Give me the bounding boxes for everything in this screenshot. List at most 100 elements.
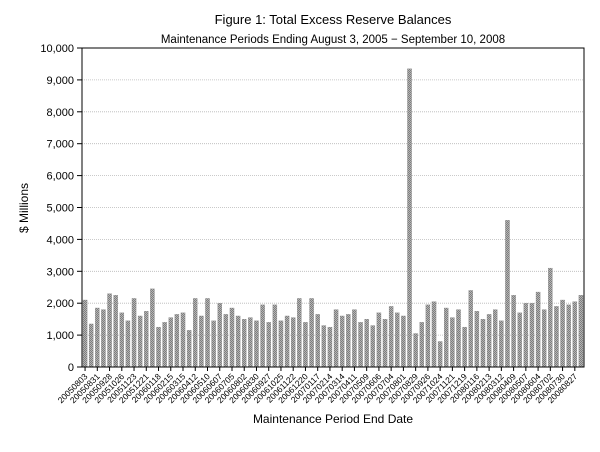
y-tick-label: 3,000 (46, 266, 74, 278)
bar (554, 306, 559, 368)
bar (474, 311, 480, 368)
bar (272, 304, 278, 368)
x-axis-ticks: 2005080320050831200509282005102620051123… (56, 367, 579, 405)
bar (358, 322, 363, 368)
bar (82, 299, 88, 368)
bar (131, 298, 137, 368)
bar (505, 220, 510, 368)
y-tick-label: 7,000 (46, 139, 74, 151)
bar (162, 322, 167, 368)
bar (156, 326, 161, 368)
bar (407, 68, 412, 368)
bar (193, 298, 198, 368)
bar (199, 315, 204, 368)
y-tick-label: 9,000 (46, 75, 74, 87)
bar (144, 311, 149, 368)
bar (388, 306, 394, 368)
bar (260, 304, 265, 368)
bar (248, 317, 253, 368)
bar (315, 314, 320, 368)
bar (462, 326, 467, 368)
y-tick-label: 0 (68, 362, 74, 374)
bar (352, 309, 357, 368)
bar (456, 309, 461, 368)
bar (327, 326, 333, 368)
bar (303, 322, 308, 368)
bar (284, 315, 290, 368)
bar (254, 320, 259, 368)
bar (339, 315, 345, 368)
bar (217, 303, 222, 368)
bar (572, 301, 578, 368)
y-tick-label: 2,000 (46, 298, 74, 310)
chart-subtitle: Maintenance Periods Ending August 3, 200… (161, 34, 505, 46)
bar (437, 341, 443, 368)
bar (107, 293, 112, 368)
bar (290, 317, 296, 368)
bar (229, 307, 235, 368)
bar (241, 318, 247, 368)
bar (431, 301, 437, 368)
bar (113, 295, 118, 368)
bar (297, 298, 302, 368)
bar (480, 318, 486, 368)
bar (174, 314, 180, 368)
bar (578, 295, 584, 368)
bar (364, 318, 369, 368)
bar (444, 307, 449, 368)
bar (566, 304, 571, 368)
bar (425, 304, 431, 368)
bar (168, 317, 174, 368)
bar (321, 325, 327, 368)
bar (205, 298, 210, 368)
bar (266, 322, 271, 368)
bar (511, 295, 516, 368)
y-tick-label: 4,000 (46, 234, 74, 246)
bar (223, 314, 229, 368)
bar (137, 315, 143, 368)
y-tick-label: 10,000 (40, 43, 74, 55)
bar (499, 320, 504, 368)
bar (486, 314, 492, 368)
bar (413, 333, 418, 368)
bar (376, 312, 382, 368)
bar (541, 309, 547, 368)
bar (333, 309, 339, 368)
bar (346, 314, 351, 368)
bar (382, 318, 388, 368)
chart-title: Figure 1: Total Excess Reserve Balances (215, 12, 452, 27)
y-axis-ticks: 0 1,000 2,000 3,000 4,000 5,000 6,000 7,000 8,00… (40, 43, 82, 374)
gridlines (82, 79, 584, 336)
bar (278, 320, 284, 368)
bar (370, 325, 376, 368)
y-tick-label: 6,000 (46, 171, 74, 183)
bar (535, 291, 541, 368)
bar (450, 317, 455, 368)
bar (560, 299, 565, 368)
bar (523, 303, 529, 368)
bar (125, 320, 131, 368)
bar (548, 267, 553, 368)
y-axis-label: $ Millions (17, 183, 31, 233)
bar (235, 315, 241, 368)
bar (88, 323, 94, 368)
bar (492, 309, 498, 368)
y-tick-label: 5,000 (46, 203, 74, 215)
bar (101, 309, 106, 368)
bar (419, 322, 425, 368)
bars (82, 68, 584, 368)
bar (395, 312, 400, 368)
y-tick-label: 1,000 (46, 330, 74, 342)
bar (529, 303, 535, 368)
bar (401, 315, 406, 368)
bar (119, 312, 125, 368)
x-axis-label: Maintenance Period End Date (253, 412, 413, 426)
bar (211, 320, 216, 368)
bar (309, 298, 314, 368)
bar (517, 312, 522, 368)
bar (186, 330, 192, 368)
bar (95, 307, 100, 368)
y-tick-label: 8,000 (46, 107, 74, 119)
